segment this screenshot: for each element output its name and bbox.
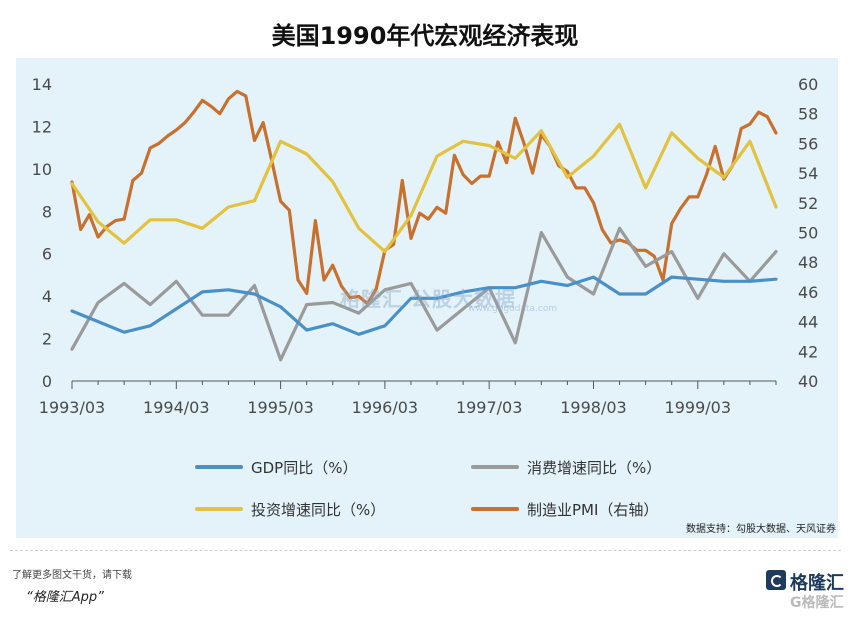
x-tick-label: 1994/03 — [143, 398, 209, 417]
y-right-tick-label: 46 — [798, 283, 818, 302]
y-left-tick-label: 10 — [32, 160, 52, 179]
y-right-tick-label: 44 — [798, 313, 818, 332]
y-left-tick-label: 2 — [42, 330, 52, 349]
y-right-tick-label: 58 — [798, 105, 818, 124]
y-left-tick-label: 8 — [42, 202, 52, 221]
brand-sub: G格隆汇 — [790, 595, 844, 611]
x-tick-label: 1998/03 — [560, 398, 626, 417]
source-note: 数据支持：勾股大数据、天风证券 — [686, 522, 836, 535]
y-left-tick-label: 12 — [32, 117, 52, 136]
legend-label-0: GDP同比（%） — [251, 459, 357, 477]
legend: GDP同比（%） 消费增速同比（%） 投资增速同比（%） 制造业PMI（右轴） — [195, 459, 661, 519]
series-line-3 — [70, 89, 778, 306]
series-line-0 — [70, 275, 778, 336]
series-line-1 — [70, 226, 778, 362]
axes: 0246810121440424446485052545658601993/03… — [32, 75, 819, 417]
x-tick-label: 1993/03 — [39, 398, 105, 417]
y-left-tick-label: 14 — [32, 75, 52, 94]
chart-title: 美国1990年代宏观经济表现 — [272, 22, 579, 50]
y-left-tick-label: 6 — [42, 245, 52, 264]
y-right-tick-label: 50 — [798, 224, 818, 243]
brand-name: 格隆汇 — [790, 573, 844, 594]
legend-label-2: 投资增速同比（%） — [251, 501, 385, 519]
y-right-tick-label: 40 — [798, 372, 818, 391]
y-right-tick-label: 60 — [798, 75, 818, 94]
brand-logo-icon — [766, 570, 786, 590]
y-right-tick-label: 48 — [798, 253, 818, 272]
x-tick-label: 1995/03 — [247, 398, 313, 417]
y-left-tick-label: 4 — [42, 287, 52, 306]
footer-divider — [10, 550, 841, 551]
legend-label-3: 制造业PMI（右轴） — [527, 501, 658, 519]
y-right-tick-label: 54 — [798, 164, 818, 183]
watermark-text: 格隆汇 公股大数据 — [340, 287, 516, 311]
footer-note: 了解更多图文干货，请下载 — [12, 570, 132, 581]
x-tick-label: 1997/03 — [456, 398, 522, 417]
footer-app: “格隆汇App” — [26, 590, 104, 605]
y-right-tick-label: 42 — [798, 342, 818, 361]
y-right-tick-label: 56 — [798, 134, 818, 153]
legend-label-1: 消费增速同比（%） — [527, 459, 661, 477]
x-tick-label: 1996/03 — [352, 398, 418, 417]
brand-logo-block: 格隆汇 G格隆汇 — [766, 568, 846, 612]
series-layer — [70, 89, 778, 362]
y-left-tick-label: 0 — [42, 372, 52, 391]
y-right-tick-label: 52 — [798, 194, 818, 213]
x-tick-label: 1999/03 — [665, 398, 731, 417]
watermark-sub-text: www.gogudata.com — [468, 304, 558, 314]
series-line-2 — [70, 122, 778, 254]
